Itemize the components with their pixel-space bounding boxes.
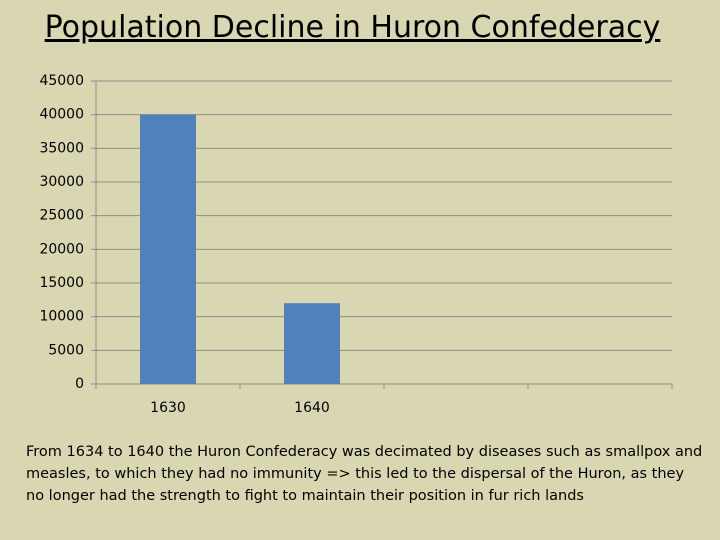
y-tick-label: 20000 [39, 241, 84, 257]
y-tick-label: 35000 [39, 140, 84, 156]
y-tick-label: 25000 [39, 208, 84, 224]
chart-title: Population Decline in Huron Confederacy [44, 10, 661, 45]
bar [284, 303, 340, 384]
bar [140, 114, 196, 385]
caption: From 1634 to 1640 the Huron Confederacy … [26, 444, 703, 504]
y-tick-label: 5000 [48, 342, 84, 358]
y-tick-label: 15000 [39, 275, 84, 291]
y-tick-label: 10000 [39, 309, 84, 325]
y-tick-label: 45000 [39, 73, 84, 89]
chart: 0 5000 10000 15000 20000 25000 30000 35000 40000… [39, 73, 673, 416]
y-tick-label: 40000 [39, 107, 84, 123]
x-tick-label: 1630 [150, 400, 186, 416]
y-tick-label: 30000 [39, 174, 84, 190]
x-tick-label: 1640 [294, 400, 330, 416]
y-tick-label: 0 [75, 376, 84, 392]
